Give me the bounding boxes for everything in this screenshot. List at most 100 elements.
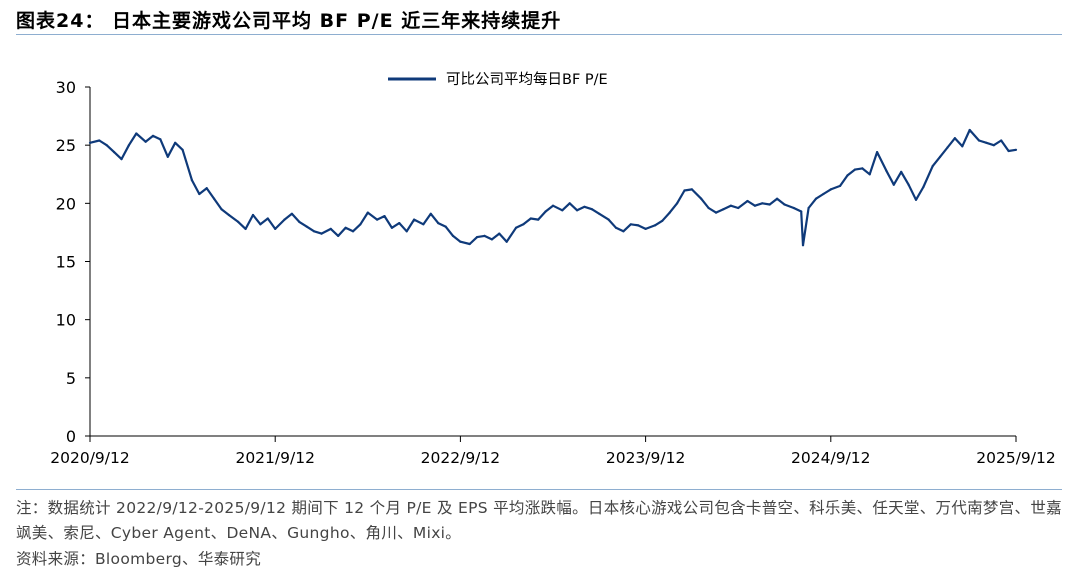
data-point [829,188,832,191]
data-point [690,188,694,191]
data-point [522,223,525,226]
data-point [105,144,108,147]
data-point [151,134,155,137]
data-point [846,174,849,177]
data-point [783,203,786,206]
data-point [329,227,332,230]
data-point [266,217,269,220]
data-point [1000,139,1003,142]
figure-note: 注：数据统计 2022/9/12-2025/9/12 期间下 12 个月 P/E… [16,499,1062,542]
data-point [629,223,632,226]
data-point [476,236,479,239]
data-point [227,213,230,217]
data-point [614,226,618,229]
data-point [344,226,347,229]
data-point [529,217,532,220]
data-point [985,141,988,144]
data-point [931,165,934,168]
footer-divider [16,489,1062,490]
data-point [376,218,379,221]
data-point [1014,148,1018,151]
data-point [961,145,964,148]
x-tick-label: 2023/9/12 [606,449,685,467]
data-point [468,242,471,246]
y-tick-label: 30 [56,78,76,97]
data-point [305,225,308,228]
data-point [800,210,803,213]
data-point [551,204,555,207]
data-point [244,227,247,230]
data-point [237,220,240,223]
data-point [776,197,779,200]
data-point [700,197,703,200]
data-point [801,244,805,247]
data-point [590,208,594,211]
data-point [822,192,825,196]
data-point [839,184,842,187]
data-point [88,141,92,144]
data-point [298,220,301,223]
data-point [746,199,749,203]
plot-area [88,128,1018,247]
data-point [290,212,293,215]
data-point [661,219,664,222]
data-point [313,230,316,233]
data-point [707,206,710,210]
data-point [166,155,169,158]
data-point [174,141,177,144]
data-point [366,211,369,214]
legend-label: 可比公司平均每日BF P/E [446,71,608,88]
data-point [761,202,764,205]
y-tick-label: 0 [66,427,76,446]
data-point [113,151,116,154]
data-point [283,218,286,221]
y-tick-label: 25 [56,136,76,155]
data-point [337,234,340,237]
data-point [490,238,493,241]
data-point [868,173,871,176]
data-point [498,232,501,235]
chart-legend: 可比公司平均每日BF P/E [388,71,608,88]
data-point [320,232,323,235]
data-point [259,223,262,226]
data-point [814,197,818,200]
data-point [977,139,981,142]
x-tick-label: 2024/9/12 [791,449,870,467]
data-point [505,240,508,243]
data-point [676,202,679,205]
y-tick-label: 15 [56,253,76,272]
data-point [598,212,601,215]
data-point [892,183,895,186]
data-point [544,210,547,213]
data-point [922,185,925,189]
data-point [144,140,147,143]
y-tick-label: 20 [56,194,76,213]
data-point [429,212,432,215]
data-point [422,223,425,226]
data-point [1007,149,1010,153]
data-point [968,128,971,132]
data-point [213,197,216,200]
x-tick-label: 2025/9/12 [976,449,1055,467]
data-point [351,230,355,233]
data-point [451,234,455,237]
data-point [198,192,201,196]
data-point [251,213,255,217]
data-point [568,202,571,205]
data-point [413,218,416,221]
chart-axes: 0 5 10 15 20 25 30 2020/9/12 2021/9/12 2022/9/12 2… [50,78,1055,467]
data-point [753,204,757,207]
data-point [583,205,586,208]
data-point [914,198,918,201]
data-point [900,170,903,173]
data-point [444,225,447,228]
data-point [907,183,910,186]
data-point [98,139,101,142]
data-point [514,226,518,229]
data-point [359,223,362,226]
data-point [622,230,625,233]
data-point [181,148,184,151]
title-divider [16,34,1062,35]
y-tick-label: 5 [66,369,76,388]
data-point [398,222,401,225]
